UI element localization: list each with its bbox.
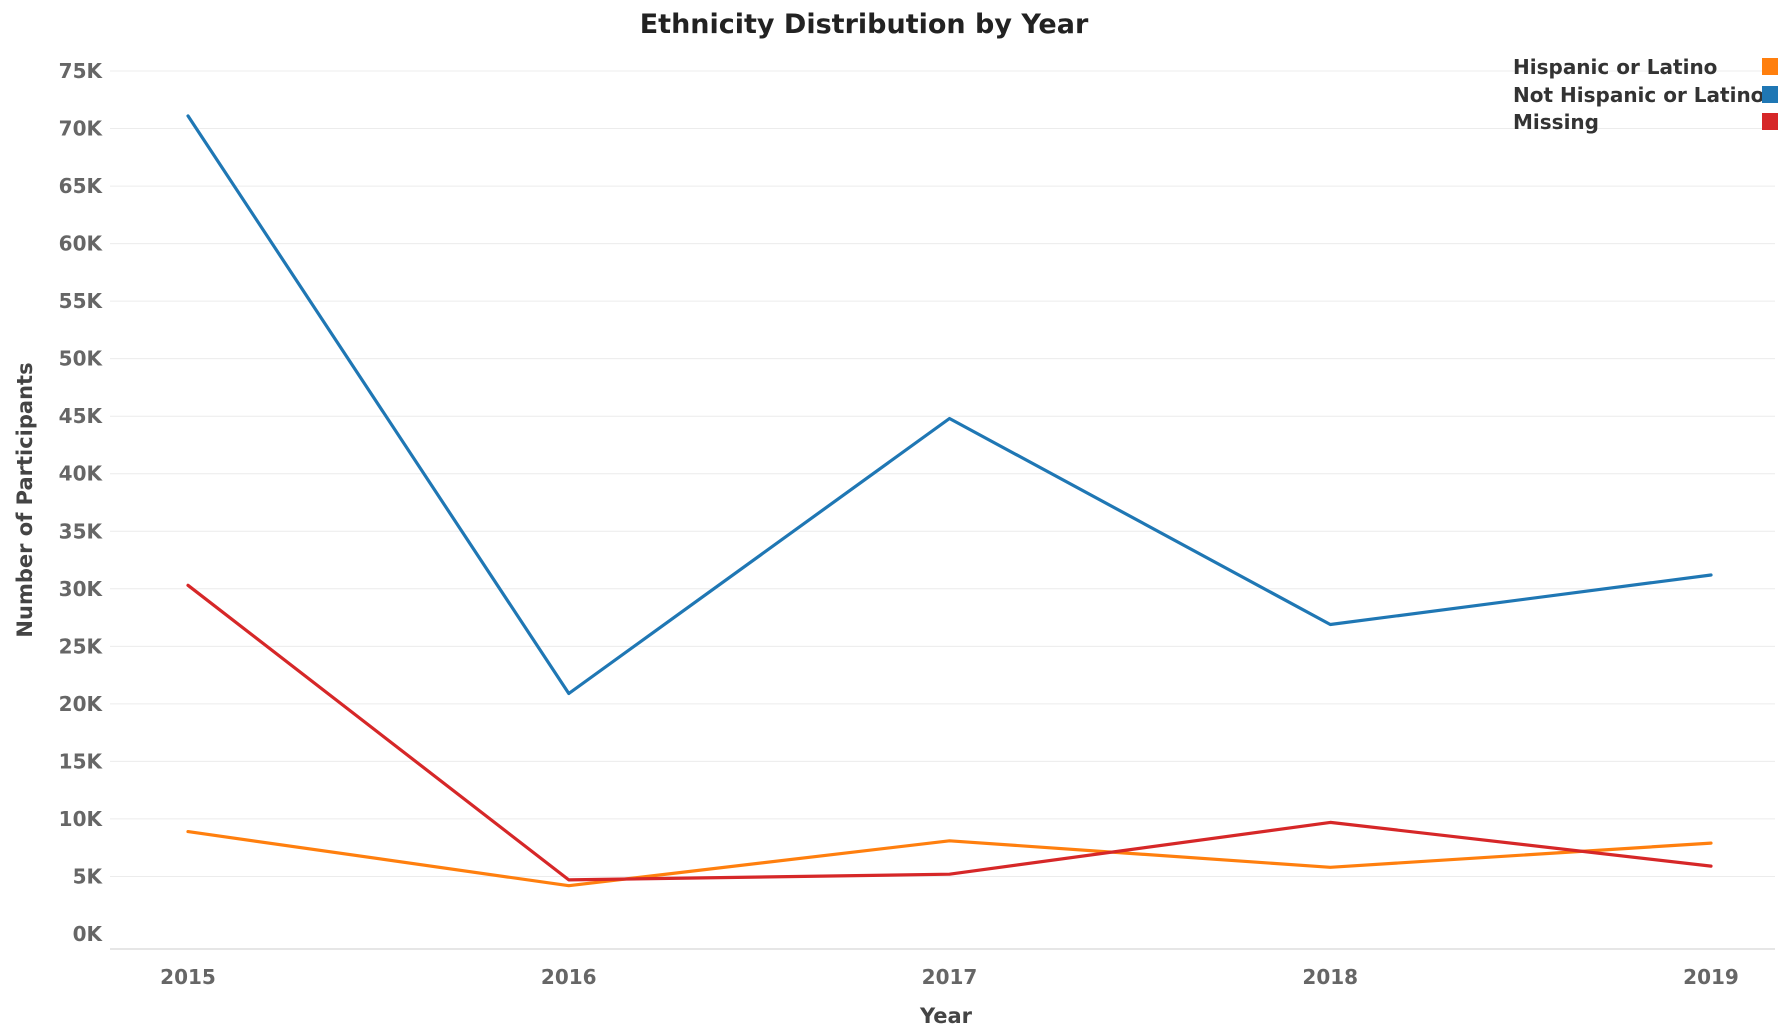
y-tick-label: 45K	[59, 404, 104, 428]
y-tick-label: 75K	[59, 59, 104, 83]
series-line-2	[186, 583, 1713, 882]
y-axis-ticks: 0K 5K 10K 15K 20K 25K 30K 35K 40K 45K 50K 55K 60K 65K…	[59, 59, 104, 946]
legend: Hispanic or Latino Not Hispanic or Latino…	[1513, 55, 1778, 134]
x-axis-title: Year	[919, 1004, 973, 1028]
chart-title: Ethnicity Distribution by Year	[640, 9, 1089, 40]
legend-swatch	[1762, 113, 1778, 130]
y-tick-label: 60K	[59, 232, 104, 256]
series-line-1	[186, 114, 1713, 696]
title-background	[624, 2, 1104, 48]
y-tick-label: 35K	[59, 519, 104, 543]
legend-swatch	[1762, 58, 1778, 75]
legend-label: Hispanic or Latino	[1513, 55, 1717, 79]
series-lines	[186, 114, 1713, 888]
y-tick-label: 20K	[59, 692, 104, 716]
y-tick-label: 0K	[73, 922, 104, 946]
x-tick-label: 2018	[1302, 965, 1358, 989]
legend-swatch	[1762, 86, 1778, 103]
y-tick-label: 15K	[59, 749, 104, 773]
y-tick-label: 10K	[59, 807, 104, 831]
legend-label: Not Hispanic or Latino	[1513, 83, 1764, 107]
x-axis-ticks: 2015 2016 2017 2018 2019	[160, 965, 1739, 989]
y-tick-label: 65K	[59, 174, 104, 198]
y-tick-label: 25K	[59, 634, 104, 658]
y-tick-label: 70K	[59, 117, 104, 141]
y-tick-label: 55K	[59, 289, 104, 313]
x-tick-label: 2017	[922, 965, 978, 989]
x-tick-label: 2016	[541, 965, 597, 989]
x-tick-label: 2015	[160, 965, 216, 989]
y-tick-label: 40K	[59, 462, 104, 486]
legend-label: Missing	[1513, 110, 1599, 134]
gridlines	[110, 70, 1775, 877]
y-tick-label: 5K	[73, 864, 104, 888]
y-tick-label: 30K	[59, 577, 104, 601]
y-tick-label: 50K	[59, 347, 104, 371]
series-line-0	[186, 829, 1713, 888]
x-tick-label: 2019	[1683, 965, 1739, 989]
y-axis-title: Number of Participants	[13, 362, 37, 637]
